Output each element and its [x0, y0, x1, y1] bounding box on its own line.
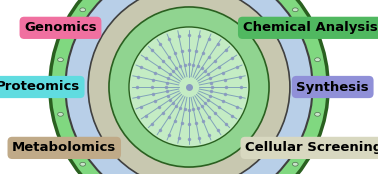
Text: Cellular Screening: Cellular Screening	[245, 141, 378, 154]
Text: Synthesis: Synthesis	[296, 81, 369, 93]
Ellipse shape	[318, 85, 323, 89]
Ellipse shape	[57, 58, 64, 62]
Ellipse shape	[57, 112, 64, 116]
Ellipse shape	[109, 7, 269, 167]
Ellipse shape	[55, 85, 60, 89]
Ellipse shape	[65, 0, 313, 174]
Ellipse shape	[50, 0, 328, 174]
Text: Genomics: Genomics	[24, 21, 97, 34]
Text: Chemical Analysis: Chemical Analysis	[243, 21, 377, 34]
Ellipse shape	[80, 162, 85, 166]
Ellipse shape	[88, 0, 290, 174]
Ellipse shape	[293, 162, 298, 166]
Ellipse shape	[306, 139, 312, 142]
Text: Metabolomics: Metabolomics	[12, 141, 116, 154]
Ellipse shape	[66, 139, 72, 142]
Text: Proteomics: Proteomics	[0, 81, 80, 93]
Ellipse shape	[314, 58, 321, 62]
Ellipse shape	[306, 32, 312, 35]
Ellipse shape	[66, 32, 72, 35]
Ellipse shape	[314, 112, 321, 116]
Ellipse shape	[293, 8, 298, 12]
Ellipse shape	[80, 8, 85, 12]
Ellipse shape	[129, 27, 249, 147]
